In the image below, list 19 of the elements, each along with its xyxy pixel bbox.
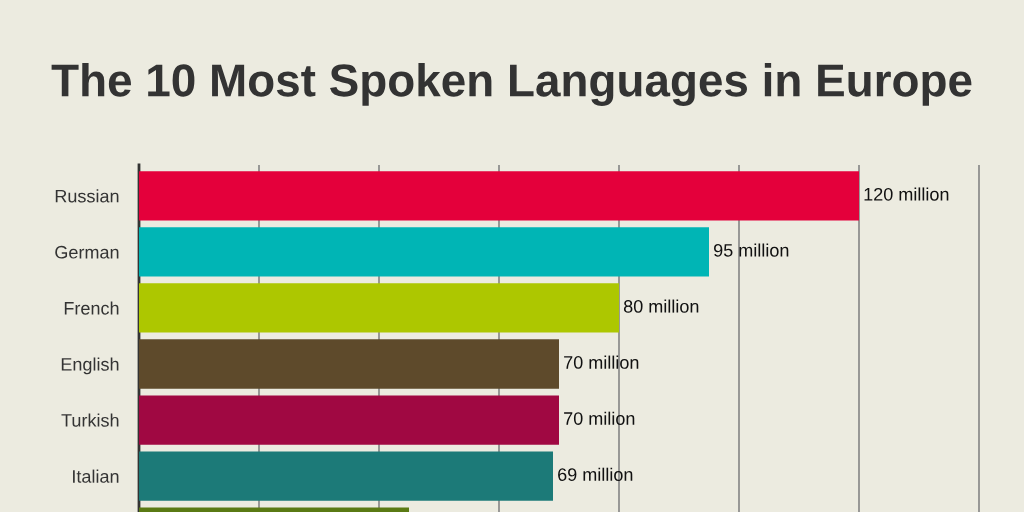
bar [139, 451, 553, 501]
y-tick-label: Italian [73, 469, 119, 483]
data-label: 95 million [714, 243, 789, 257]
data-label: 70 milion [564, 411, 635, 425]
y-tick-label: German [55, 245, 119, 259]
data-label: 120 million [864, 187, 949, 201]
bar [139, 171, 859, 221]
bar [139, 339, 559, 389]
y-tick-label: Russian [55, 189, 119, 203]
y-tick-label: French [64, 301, 119, 315]
chart-title: The 10 Most Spoken Languages in Europe [51, 63, 972, 106]
bar [139, 283, 619, 333]
y-tick-label: English [61, 357, 119, 375]
bar [139, 227, 709, 277]
data-label: 70 million [564, 355, 639, 369]
data-label: 80 million [623, 299, 699, 313]
bar [139, 395, 559, 445]
y-tick-label: Turkish [61, 413, 119, 427]
data-label: 69 million [558, 467, 633, 481]
